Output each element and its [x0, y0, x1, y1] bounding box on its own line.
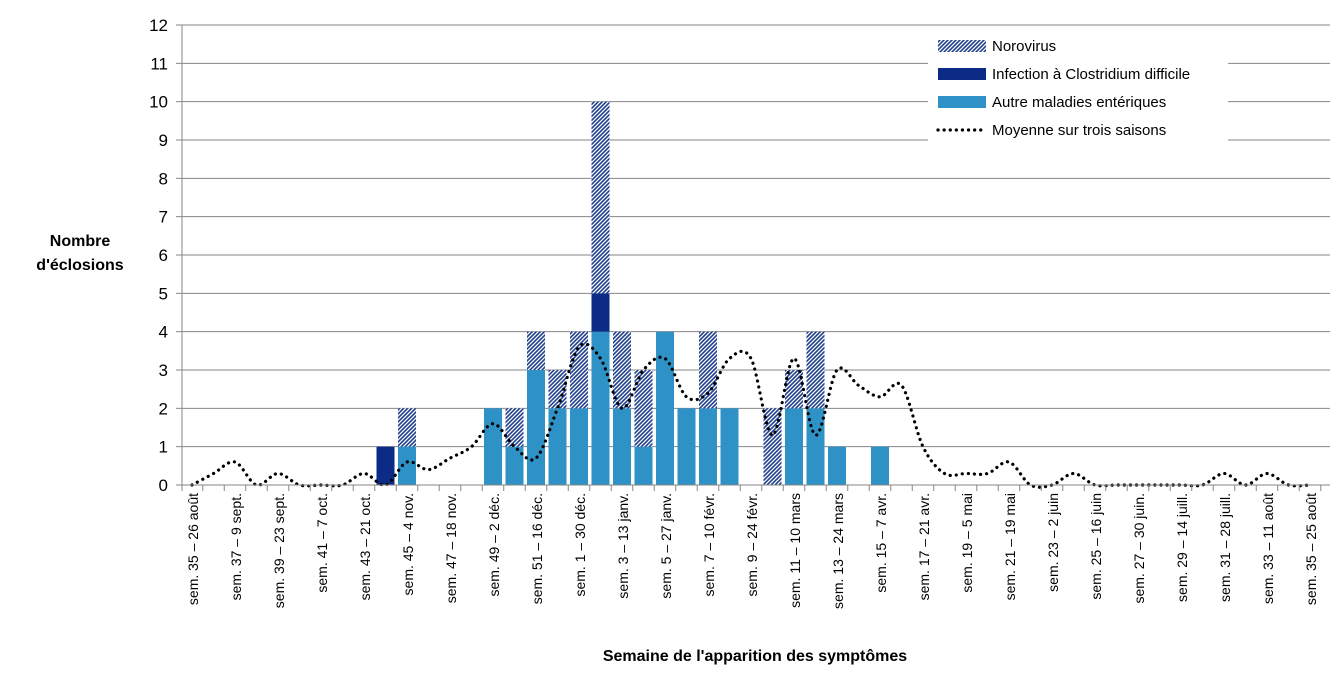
- bar-autre-24: [699, 408, 717, 485]
- bar-norovirus-28: [785, 370, 803, 409]
- bar-norovirus-15: [505, 408, 524, 447]
- x-tick-label-18: sem. 1 – 30 déc.: [572, 493, 588, 597]
- x-tick-label-4: sem. 39 – 23 sept.: [271, 493, 287, 608]
- y-axis-label-line-2: d'éclosions: [36, 257, 124, 274]
- bar-norovirus-20: [613, 331, 631, 409]
- bar-autre-28: [785, 408, 803, 485]
- bar-autre-16: [527, 370, 545, 485]
- legend-swatch-clostridium: [938, 68, 986, 80]
- x-tick-label-48: sem. 31 – 28 juill.: [1217, 493, 1233, 602]
- y-tick-label-9: 9: [159, 131, 168, 150]
- legend-swatch-norovirus: [938, 40, 986, 52]
- average-line-layer: [190, 342, 1312, 489]
- y-axis-label: Nombre d'éclosions: [20, 230, 140, 278]
- y-tick-label-7: 7: [159, 208, 168, 227]
- bar-clostridium-19: [591, 293, 610, 332]
- y-tick-label-12: 12: [149, 16, 168, 35]
- x-tick-label-0: sem. 35 – 26 août: [185, 493, 201, 605]
- y-tick-label-4: 4: [159, 323, 168, 342]
- y-tick-label-6: 6: [159, 246, 168, 265]
- x-tick-label-52: sem. 35 – 25 août: [1303, 493, 1319, 605]
- y-tick-label-1: 1: [159, 438, 168, 457]
- bar-norovirus-19: [591, 101, 610, 294]
- x-tick-label-12: sem. 47 – 18 nov.: [443, 493, 459, 603]
- x-tick-label-36: sem. 19 – 5 mai: [959, 493, 975, 593]
- legend-label-clostridium: Infection à Clostridium difficile: [992, 66, 1190, 83]
- x-tick-label-6: sem. 41 – 7 oct.: [314, 493, 330, 593]
- y-tick-label-8: 8: [159, 169, 168, 188]
- x-tick-label-10: sem. 45 – 4 nov.: [400, 493, 416, 595]
- bar-clostridium-9: [376, 446, 395, 485]
- average-line: [190, 342, 1312, 489]
- legend-label-autre: Autre maladies entériques: [992, 94, 1166, 111]
- y-tick-label-3: 3: [159, 361, 168, 380]
- bar-autre-20: [613, 408, 631, 485]
- y-tick-label-0: 0: [159, 476, 168, 495]
- bar-autre-10: [398, 446, 416, 485]
- x-axis: sem. 35 – 26 août sem. 37 – 9 sept. sem. 3…: [181, 484, 1330, 609]
- legend: Norovirus Infection à Clostridium diffici…: [928, 33, 1228, 145]
- x-tick-label-20: sem. 3 – 13 janv.: [615, 493, 631, 599]
- bar-norovirus-16: [527, 331, 545, 370]
- y-tick-label-11: 11: [150, 54, 168, 73]
- x-tick-label-8: sem. 43 – 21 oct.: [357, 493, 373, 600]
- x-tick-label-46: sem. 29 – 14 juill.: [1174, 493, 1190, 602]
- bar-autre-23: [677, 408, 696, 485]
- bar-autre-30: [828, 446, 846, 485]
- x-tick-label-44: sem. 27 – 30 juin.: [1131, 493, 1147, 604]
- x-tick-label-24: sem. 7 – 10 févr.: [701, 493, 717, 597]
- bar-norovirus-18: [570, 331, 588, 409]
- x-tick-label-22: sem. 5 – 27 janv.: [658, 493, 674, 599]
- y-tick-label-10: 10: [149, 93, 168, 112]
- bar-autre-14: [484, 408, 502, 485]
- bar-norovirus-17: [548, 370, 567, 409]
- x-tick-label-32: sem. 15 – 7 avr.: [873, 493, 889, 593]
- bar-autre-19: [591, 331, 610, 485]
- x-tick-label-38: sem. 21 – 19 mai: [1002, 493, 1018, 600]
- bar-norovirus-21: [634, 370, 653, 447]
- legend-label-moyenne: Moyenne sur trois saisons: [992, 122, 1166, 139]
- bar-autre-15: [505, 446, 524, 485]
- bar-norovirus-29: [806, 331, 825, 409]
- x-tick-label-30: sem. 13 – 24 mars: [830, 493, 846, 609]
- x-tick-label-42: sem. 25 – 16 juin: [1088, 493, 1104, 600]
- x-tick-label-28: sem. 11 – 10 mars: [787, 493, 803, 608]
- x-tick-label-26: sem. 9 – 24 févr.: [744, 493, 760, 597]
- bar-autre-22: [656, 331, 674, 485]
- bar-autre-21: [634, 446, 653, 485]
- x-axis-label: Semaine de l'apparition des symptômes: [602, 648, 908, 665]
- y-tick-label-2: 2: [159, 399, 168, 418]
- legend-label-norovirus: Norovirus: [992, 38, 1056, 55]
- y-axis-label-line-1: Nombre: [49, 233, 111, 250]
- bar-autre-17: [548, 408, 567, 485]
- bar-autre-18: [570, 408, 588, 485]
- legend-swatch-autre: [938, 96, 986, 108]
- x-tick-label-16: sem. 51 – 16 déc.: [529, 493, 545, 604]
- bar-autre-25: [720, 408, 739, 485]
- x-tick-label-50: sem. 33 – 11 août: [1260, 493, 1276, 604]
- x-tick-label-2: sem. 37 – 9 sept.: [228, 493, 244, 600]
- bar-autre-32: [871, 446, 889, 485]
- x-tick-label-40: sem. 23 – 2 juin: [1045, 493, 1061, 592]
- bar-norovirus-10: [398, 408, 416, 447]
- x-tick-label-34: sem. 17 – 21 avr.: [916, 493, 932, 600]
- y-tick-label-5: 5: [159, 284, 168, 303]
- x-tick-label-14: sem. 49 – 2 déc.: [486, 493, 502, 597]
